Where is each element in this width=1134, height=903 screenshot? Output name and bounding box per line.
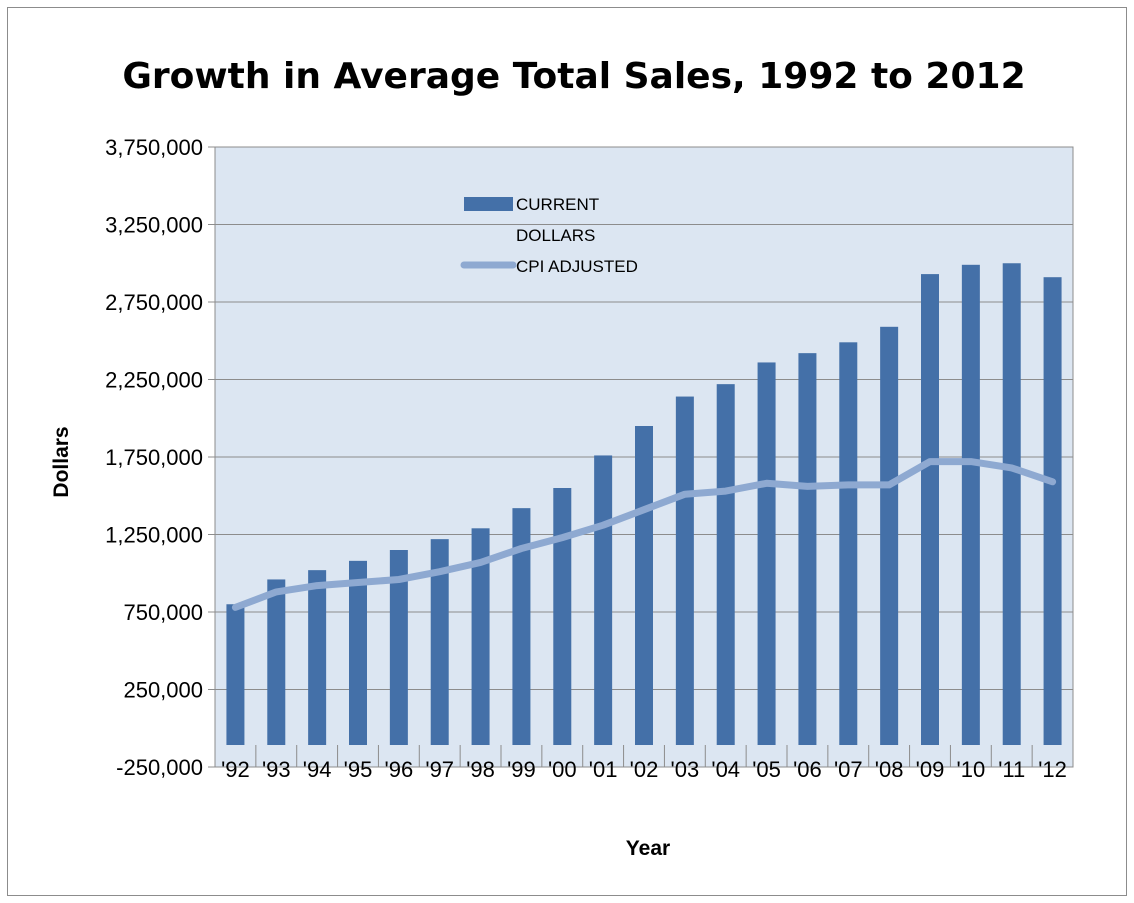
y-tick-label: 2,750,000 [105,290,203,315]
x-tick-label: '99 [507,757,536,782]
y-axis: 3,750,000 3,250,000 2,750,000 2,250,000 1,75… [105,135,203,780]
x-tick-label: '12 [1038,757,1067,782]
bar [880,326,899,745]
y-tick-label: 750,000 [123,600,203,625]
bar [389,550,408,745]
bar [267,579,286,745]
x-tick-label: '05 [752,757,781,782]
y-tick-label: 1,750,000 [105,445,203,470]
bar [349,560,367,745]
y-tick-label: 1,250,000 [105,523,203,548]
bar [798,353,817,745]
x-tick-label: '03 [671,757,700,782]
x-tick-label: '04 [711,757,740,782]
bar [635,426,653,745]
legend-label: DOLLARS [516,226,595,245]
chart-title: Growth in Average Total Sales, 1992 to 2… [122,56,1025,97]
x-axis-label: Year [626,837,670,860]
y-tick-label: 2,250,000 [105,368,203,393]
x-tick-label: '09 [916,757,945,782]
bar [921,274,939,745]
chart-svg: Growth in Average Total Sales, 1992 to 2… [50,56,1074,860]
legend: CURRENT DOLLARS CPI ADJUSTED [460,195,638,276]
x-tick-label: '00 [548,757,577,782]
bar [675,396,694,745]
bar [226,604,245,745]
legend-label: CPI ADJUSTED [516,257,638,276]
x-tick-label: '07 [834,757,863,782]
x-tick-label: '97 [425,757,454,782]
y-tick-label: 250,000 [123,678,203,703]
x-tick-label: '08 [875,757,904,782]
bar-series [226,263,1062,745]
x-tick-label: '94 [303,757,332,782]
y-tick-label: 3,750,000 [105,135,203,160]
line-series [231,458,1057,611]
legend-label: CURRENT [516,195,599,214]
bar [961,264,980,745]
bar [308,570,327,745]
x-tick-label: '10 [957,757,986,782]
x-tick-label: '98 [466,757,495,782]
x-tick-label: '11 [998,757,1025,782]
x-tick-label: '02 [630,757,659,782]
bar [1043,277,1062,745]
y-axis-label: Dollars [50,426,73,497]
chart-frame: Growth in Average Total Sales, 1992 to 2… [7,7,1127,896]
x-tick-label: '93 [262,757,291,782]
x-tick-label: '92 [221,757,250,782]
legend-swatch-bar [464,197,513,211]
cpi-line [231,458,1057,611]
bar [512,508,531,745]
x-tick-label: '96 [385,757,414,782]
bar [839,342,858,745]
bar [1002,263,1021,745]
y-tick-label: 3,250,000 [105,213,203,238]
x-tick-label: '01 [589,757,618,782]
bar [430,539,449,745]
bar [471,528,490,745]
bar [594,455,613,745]
x-axis: '92 '93 '94 '95 '96 '97 '98 '99 '00 '01 '02 '03 '04 '… [221,757,1067,782]
x-tick-label: '06 [793,757,822,782]
y-tick-label: -250,000 [116,755,203,780]
bar [757,362,776,745]
bar [716,384,735,745]
x-tick-label: '95 [344,757,373,782]
bar [553,488,572,745]
